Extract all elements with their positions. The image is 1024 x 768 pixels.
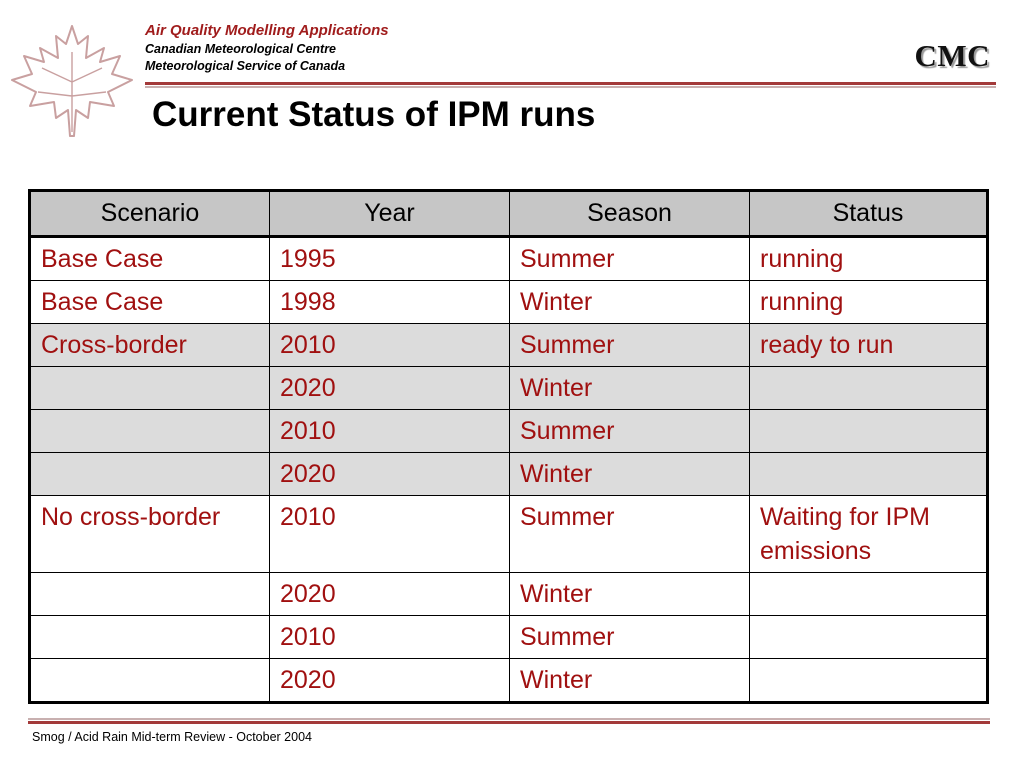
table-row: No cross-border 2010 Summer Waiting for IPM… (29, 495, 988, 573)
table-cell: Summer (509, 236, 750, 281)
table-cell: Winter (509, 658, 750, 703)
table-cell (749, 572, 988, 616)
header-divider (145, 82, 996, 85)
table-cell: Winter (509, 366, 750, 410)
table-cell: No cross-border (29, 495, 270, 573)
table-cell: 2010 (269, 615, 510, 659)
header-line-service: Meteorological Service of Canada (145, 59, 346, 73)
table-cell: Base Case (29, 236, 270, 281)
header-line-app: Air Quality Modelling Applications (145, 22, 389, 39)
table-cell: 2020 (269, 658, 510, 703)
header-block: Air Quality Modelling Applications Canad… (145, 21, 389, 75)
table-cell: running (749, 280, 988, 324)
table-cell: Summer (509, 495, 750, 573)
table-cell: Cross-border (29, 323, 270, 367)
table-cell (29, 615, 270, 659)
table-row: Cross-border 2010 Summer ready to run (29, 323, 988, 367)
column-header: Status (749, 190, 988, 238)
table-row: 2020 Winter (29, 366, 988, 410)
table-cell: 2020 (269, 572, 510, 616)
column-header: Season (509, 190, 750, 238)
table-header-row: Scenario Year Season Status (29, 190, 988, 238)
table-cell: 1998 (269, 280, 510, 324)
table-cell: Winter (509, 280, 750, 324)
footer-divider-light (28, 718, 990, 720)
table-cell: 1995 (269, 236, 510, 281)
table-cell: Summer (509, 409, 750, 453)
table-cell: 2020 (269, 452, 510, 496)
column-header: Year (269, 190, 510, 238)
status-table-container: Scenario Year Season Status Base Case 1995 Su… (28, 189, 989, 704)
table-cell (29, 409, 270, 453)
table-row: 2010 Summer (29, 615, 988, 659)
brand-logo-text: CMC (914, 38, 990, 73)
table-cell: Summer (509, 615, 750, 659)
table-row: 2020 Winter (29, 572, 988, 616)
page-title: Current Status of IPM runs (152, 95, 596, 134)
table-row: Base Case 1998 Winter running (29, 280, 988, 324)
table-row: 2020 Winter (29, 658, 988, 703)
table-row: 2010 Summer (29, 409, 988, 453)
footer-divider (28, 721, 990, 724)
status-table: Scenario Year Season Status Base Case 1995 Su… (28, 189, 989, 704)
header-divider-light (145, 86, 996, 88)
table-cell: Base Case (29, 280, 270, 324)
table-cell (749, 366, 988, 410)
table-cell (749, 658, 988, 703)
table-cell (749, 452, 988, 496)
table-row: Base Case 1995 Summer running (29, 236, 988, 281)
table-cell: 2010 (269, 323, 510, 367)
table-cell (29, 452, 270, 496)
table-cell: Summer (509, 323, 750, 367)
table-cell: ready to run (749, 323, 988, 367)
table-cell: 2020 (269, 366, 510, 410)
footer-text: Smog / Acid Rain Mid-term Review - Octob… (32, 730, 312, 744)
maple-leaf-icon (11, 25, 133, 137)
table-row: 2020 Winter (29, 452, 988, 496)
table-cell (29, 366, 270, 410)
table-cell (29, 572, 270, 616)
table-cell: Winter (509, 572, 750, 616)
table-body: Base Case 1995 Summer running Base Case 1998 W… (29, 236, 988, 703)
table-cell (749, 409, 988, 453)
table-cell: Waiting for IPM emissions (749, 495, 988, 573)
column-header: Scenario (29, 190, 270, 238)
table-cell: 2010 (269, 409, 510, 453)
table-cell: running (749, 236, 988, 281)
table-cell: 2010 (269, 495, 510, 573)
table-cell (749, 615, 988, 659)
table-cell (29, 658, 270, 703)
header-line-centre: Canadian Meteorological Centre (145, 42, 337, 56)
table-cell: Winter (509, 452, 750, 496)
